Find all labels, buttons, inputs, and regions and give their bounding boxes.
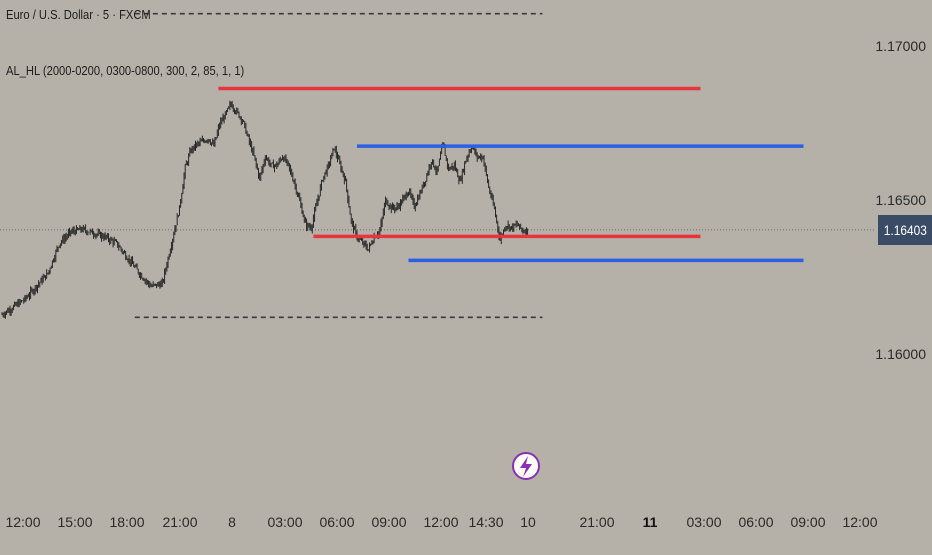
time-tick-label: 21:00 — [162, 514, 197, 530]
price-tick-label: 1.16000 — [875, 346, 926, 362]
time-tick-label: 14:30 — [468, 514, 503, 530]
time-tick-label: 12:00 — [423, 514, 458, 530]
time-tick-label: 06:00 — [319, 514, 354, 530]
candle-series — [1, 100, 529, 319]
session-level-lines — [218, 86, 804, 263]
time-tick-label: 11 — [643, 514, 658, 530]
current-price-badge: 1.16403 — [878, 215, 932, 245]
time-tick-label: 03:00 — [267, 514, 302, 530]
time-tick-label: 15:00 — [57, 514, 92, 530]
time-tick-label: 12:00 — [5, 514, 40, 530]
time-tick-label: 8 — [228, 514, 236, 530]
dashed-range-lines — [134, 12, 543, 319]
time-tick-label: 18:00 — [109, 514, 144, 530]
time-tick-label: 21:00 — [579, 514, 614, 530]
price-tick-label: 1.16500 — [875, 192, 926, 208]
current-price-value: 1.16403 — [883, 222, 927, 238]
time-tick-label: 12:00 — [842, 514, 877, 530]
time-tick-label: 09:00 — [371, 514, 406, 530]
time-tick-label: 06:00 — [738, 514, 773, 530]
lightning-bolt-icon — [520, 456, 532, 477]
indicator-label[interactable]: AL_HL (2000-0200, 0300-0800, 300, 2, 85,… — [6, 63, 245, 78]
event-badge[interactable] — [512, 452, 540, 480]
time-tick-label: 09:00 — [790, 514, 825, 530]
price-axis[interactable]: 1.17000 1.16500 1.16000 — [875, 38, 926, 362]
time-axis[interactable]: 12:00 15:00 18:00 21:00 8 03:00 06:00 09:00 12:0… — [5, 514, 877, 530]
symbol-title[interactable]: Euro / U.S. Dollar · 5 · FXCM — [6, 7, 151, 22]
time-tick-label: 10 — [520, 514, 536, 530]
time-tick-label: 03:00 — [686, 514, 721, 530]
price-tick-label: 1.17000 — [875, 38, 926, 54]
